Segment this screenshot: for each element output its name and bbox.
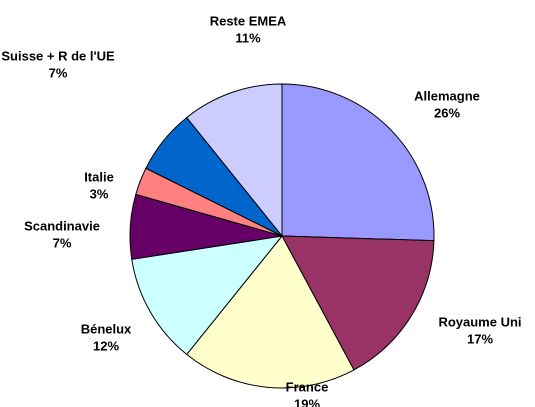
slice-value-label: 7% — [49, 65, 68, 80]
slice-label: Royaume Uni — [438, 314, 521, 329]
pie-slice — [186, 83, 283, 238]
pie-slice — [186, 235, 355, 389]
pie-slice — [281, 235, 435, 371]
slice-label: Bénelux — [81, 321, 132, 336]
slice-label: Italie — [84, 169, 114, 184]
slice-value-label: 17% — [467, 331, 493, 346]
slice-value-label: 3% — [90, 186, 109, 201]
slice-value-label: 7% — [53, 235, 72, 250]
pie-slice — [281, 83, 435, 242]
slice-label: Reste EMEA — [210, 13, 287, 28]
slice-value-label: 19% — [294, 396, 320, 407]
slice-label: France — [286, 379, 329, 394]
slice-value-label: 12% — [93, 338, 119, 353]
slice-label: Suisse + R de l'UE — [1, 48, 115, 63]
pie-slice — [131, 235, 284, 356]
slice-value-label: 26% — [434, 105, 460, 120]
slice-label: Allemagne — [414, 88, 480, 103]
slice-label: Scandinavie — [24, 218, 100, 233]
slice-value-label: 11% — [235, 30, 261, 45]
